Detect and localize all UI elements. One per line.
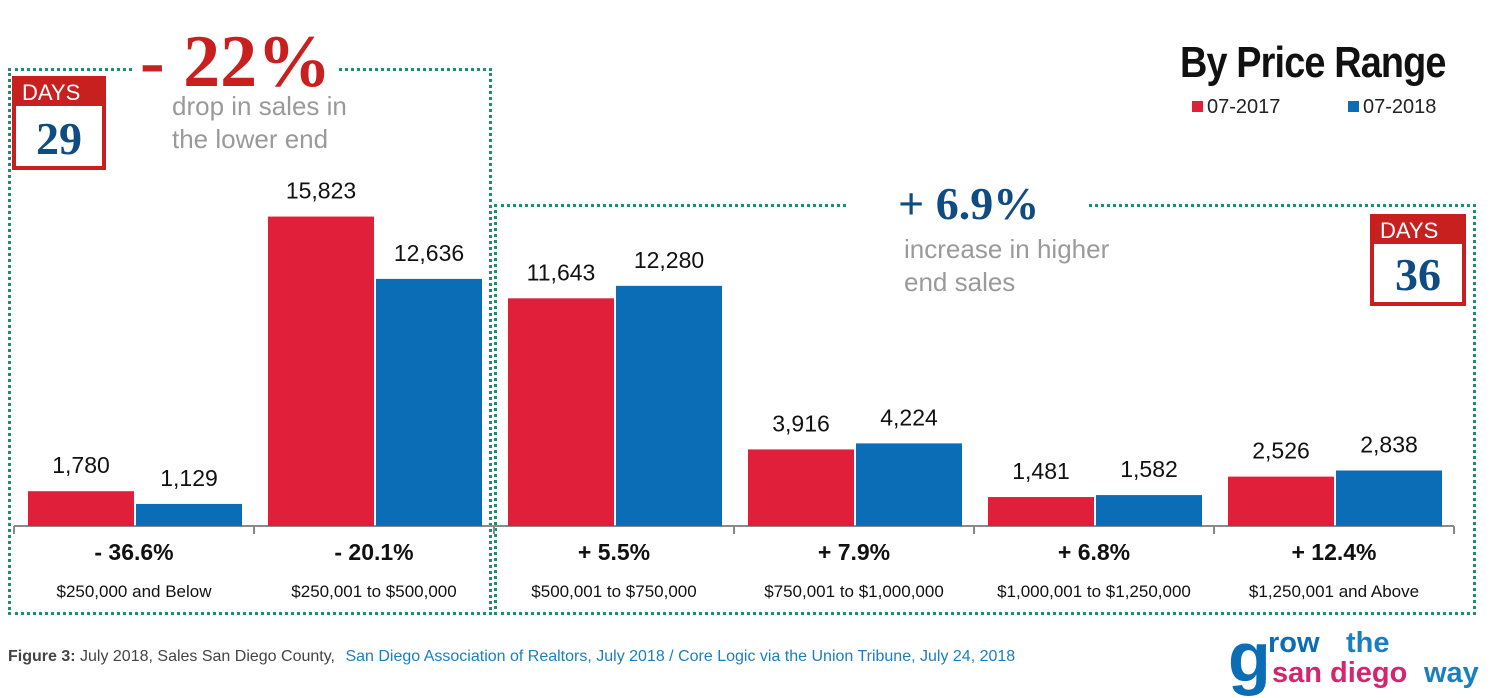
logo-word-the: the xyxy=(1346,627,1390,659)
data-label: 1,780 xyxy=(52,452,110,478)
logo-word-san-diego: san diego xyxy=(1272,657,1408,689)
change-label: + 12.4% xyxy=(1291,539,1376,565)
bar-07-2017-1 xyxy=(268,216,374,526)
legend-item-2018: 07-2018 xyxy=(1348,96,1436,119)
bar-07-2017-3 xyxy=(748,449,854,526)
logo-row-1: row xyxy=(1268,627,1320,659)
bar-07-2017-4 xyxy=(988,497,1094,526)
lower-days-badge: DAYS 29 xyxy=(12,76,106,170)
higher-days-value: 36 xyxy=(1395,249,1441,300)
data-label: 3,916 xyxy=(772,410,830,436)
data-label: 1,481 xyxy=(1012,458,1070,484)
source-link-corelogic[interactable]: Core Logic via the Union Tribune, July 2… xyxy=(678,648,1016,665)
figure-label: Figure 3: xyxy=(8,648,76,665)
change-label: - 20.1% xyxy=(334,539,413,565)
chart-title: By Price Range xyxy=(1180,38,1446,87)
source-link-sdar[interactable]: San Diego Association of Realtors, July … xyxy=(345,648,665,665)
figure-caption: Figure 3: July 2018, Sales San Diego Cou… xyxy=(8,648,1015,666)
change-label: + 5.5% xyxy=(578,539,650,565)
category-label: $500,001 to $750,000 xyxy=(531,582,696,601)
bar-07-2018-0 xyxy=(136,503,242,526)
lower-days-label: DAYS xyxy=(16,80,102,106)
bar-07-2018-5 xyxy=(1336,470,1442,526)
figure-text: July 2018, Sales San Diego County, xyxy=(75,648,335,665)
higher-days-label: DAYS xyxy=(1374,218,1462,244)
legend-label-2018: 07-2018 xyxy=(1363,96,1437,118)
source-separator: / xyxy=(664,648,679,665)
legend-label-2017: 07-2017 xyxy=(1207,96,1281,118)
legend-swatch-2018 xyxy=(1348,101,1359,112)
lower-days-value: 29 xyxy=(36,113,82,164)
data-label: 11,643 xyxy=(527,259,596,285)
bar-07-2017-5 xyxy=(1228,476,1334,526)
data-label: 12,636 xyxy=(394,240,464,266)
change-label: + 6.8% xyxy=(1058,539,1130,565)
data-label: 2,526 xyxy=(1252,438,1310,464)
bar-07-2018-1 xyxy=(376,278,482,526)
logo-word-way: way xyxy=(1424,657,1479,689)
data-label: 1,582 xyxy=(1120,456,1178,482)
legend-item-2017: 07-2017 xyxy=(1192,96,1280,119)
logo-g-letter: g xyxy=(1228,618,1271,696)
data-label: 1,129 xyxy=(160,465,218,491)
higher-days-badge: DAYS 36 xyxy=(1370,214,1466,306)
category-label: $250,001 to $500,000 xyxy=(291,582,456,601)
change-label: - 36.6% xyxy=(94,539,173,565)
bar-07-2017-2 xyxy=(508,298,614,526)
lower-end-caption-line2: the lower end xyxy=(172,124,329,154)
bar-07-2018-2 xyxy=(616,285,722,526)
lower-end-percent: - 22% xyxy=(132,22,340,102)
data-label: 12,280 xyxy=(634,247,704,273)
data-label: 2,838 xyxy=(1360,432,1418,458)
higher-end-caption-line2: end sales xyxy=(904,267,1016,297)
bar-07-2018-3 xyxy=(856,443,962,526)
lower-end-caption-line1: drop in sales in xyxy=(172,91,347,121)
higher-end-caption-line1: increase in higher xyxy=(904,234,1110,264)
data-label: 15,823 xyxy=(286,178,356,204)
category-label: $1,000,001 to $1,250,000 xyxy=(997,582,1191,601)
category-label: $750,001 to $1,000,000 xyxy=(764,582,944,601)
higher-end-percent: + 6.9% xyxy=(848,178,1090,230)
bar-07-2018-4 xyxy=(1096,495,1202,526)
change-label: + 7.9% xyxy=(818,539,890,565)
bar-07-2017-0 xyxy=(28,491,134,526)
category-label: $250,000 and Below xyxy=(56,582,212,601)
data-label: 4,224 xyxy=(880,404,938,430)
legend-swatch-2017 xyxy=(1192,101,1203,112)
category-label: $1,250,001 and Above xyxy=(1249,582,1419,601)
